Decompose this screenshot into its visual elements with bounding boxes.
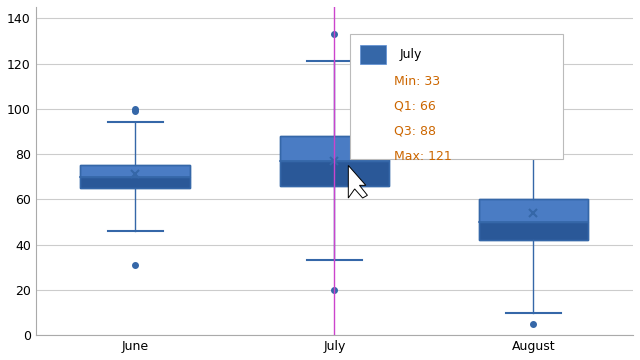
Bar	[479, 199, 588, 240]
Bar	[81, 177, 190, 188]
Polygon shape	[348, 165, 367, 198]
Text: Min: 33: Min: 33	[394, 75, 440, 88]
Bar	[280, 136, 389, 186]
Bar	[81, 165, 190, 177]
Bar	[81, 165, 190, 188]
Bar	[280, 161, 389, 186]
Text: July: July	[400, 48, 422, 61]
Bar	[280, 136, 389, 161]
FancyBboxPatch shape	[350, 34, 563, 159]
Text: Q3: 88: Q3: 88	[394, 125, 436, 138]
Bar	[479, 199, 588, 222]
Text: Q1: 66: Q1: 66	[394, 100, 436, 113]
Bar	[360, 45, 386, 63]
Text: Max: 121: Max: 121	[394, 149, 452, 163]
Bar	[479, 222, 588, 240]
